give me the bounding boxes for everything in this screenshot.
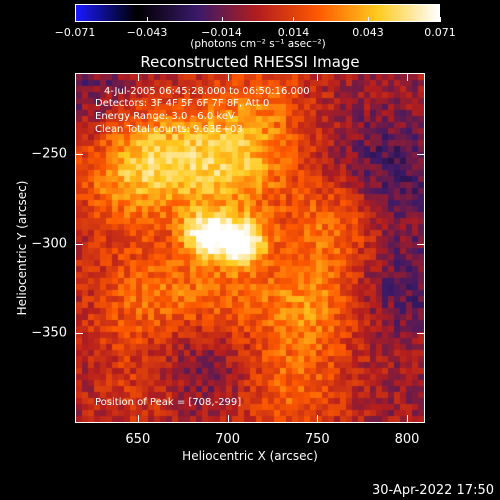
colorbar-tick-label: 0.071 <box>424 26 456 39</box>
y-tick-mark-right <box>417 153 425 155</box>
colorbar-tick-mark <box>221 17 223 22</box>
image-plot-area <box>75 73 425 423</box>
y-tick-label: −350 <box>31 325 67 341</box>
colorbar-tick-label: −0.071 <box>54 26 96 39</box>
y-tick-mark-right <box>417 243 425 245</box>
colorbar-tick-label: 0.043 <box>352 26 384 39</box>
x-tick-label: 650 <box>125 432 151 447</box>
y-tick-mark <box>75 243 83 245</box>
x-tick-mark-top <box>137 73 139 81</box>
x-tick-mark-top <box>407 73 409 81</box>
colorbar <box>75 4 440 22</box>
energy-range-annotation: Energy Range: 3.0 - 6.0 keV <box>95 111 235 122</box>
colorbar-tick-mark <box>368 17 370 22</box>
colorbar-gradient <box>76 5 439 21</box>
colorbar-tick-mark <box>440 17 441 22</box>
x-tick-mark-top <box>227 73 229 81</box>
x-tick-mark <box>407 415 409 423</box>
detectors-annotation: Detectors: 3F 4F 5F 6F 7F 8F, Att 0 <box>95 98 270 109</box>
rhessi-image <box>76 74 424 422</box>
colorbar-tick-label: −0.014 <box>201 26 242 39</box>
x-tick-label: 800 <box>394 432 420 447</box>
y-tick-mark-right <box>417 333 425 335</box>
x-tick-label: 700 <box>215 432 240 447</box>
y-tick-mark <box>75 153 83 155</box>
colorbar-tick-mark <box>146 17 148 22</box>
method-annotation: Clean Total counts: 9.63E+03 <box>95 124 243 135</box>
x-tick-mark <box>137 415 139 423</box>
peak-position-annotation: Position of Peak = [708,-299] <box>95 397 242 408</box>
colorbar-tick-label: −0.043 <box>126 26 168 39</box>
plot-date: 30-Apr-2022 17:50 <box>372 483 494 498</box>
y-tick-label: −300 <box>31 236 67 251</box>
y-tick-mark <box>75 333 83 335</box>
x-tick-mark <box>317 415 319 423</box>
colorbar-tick-label: 0.014 <box>277 26 310 39</box>
y-tick-label: −250 <box>31 146 67 162</box>
y-axis-label: Heliocentric Y (arcsec) <box>15 180 29 316</box>
colorbar-unit: (photons cm⁻² s⁻¹ asec⁻²) <box>190 38 326 50</box>
x-tick-mark-top <box>317 73 319 81</box>
time-range-annotation: 4-Jul-2005 06:45:28.000 to 06:50:16.000 <box>104 86 310 97</box>
colorbar-tick-mark <box>293 17 295 22</box>
x-tick-mark <box>227 415 229 423</box>
chart-title: Reconstructed RHESSI Image <box>140 53 360 71</box>
colorbar-tick-mark <box>75 17 76 22</box>
x-axis-label: Heliocentric X (arcsec) <box>182 449 318 463</box>
x-tick-label: 750 <box>304 432 330 447</box>
